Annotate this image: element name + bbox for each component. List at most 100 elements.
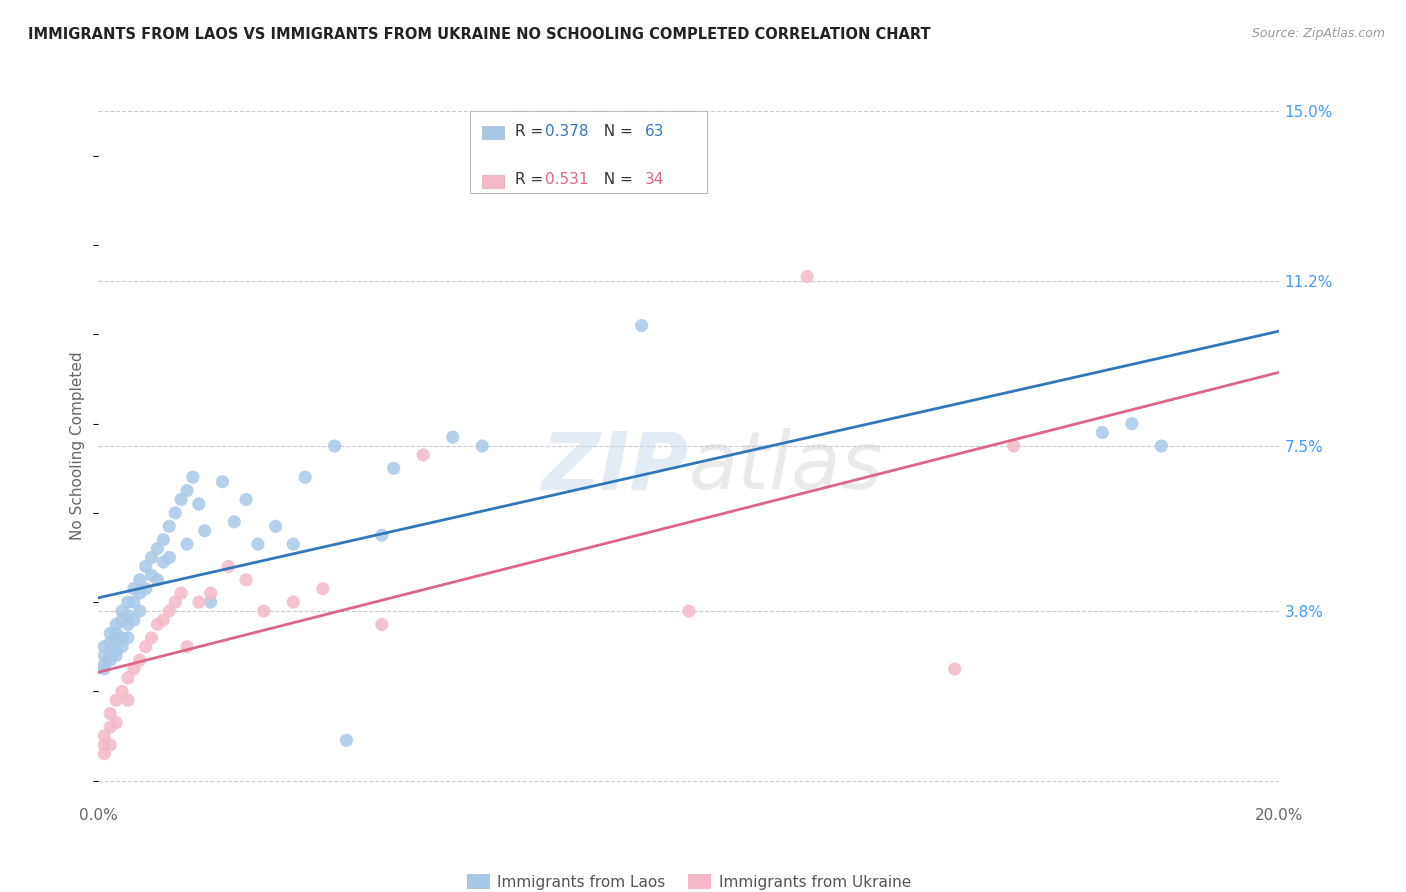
Point bbox=[235, 573, 257, 587]
Point bbox=[128, 586, 150, 600]
Point bbox=[117, 671, 139, 685]
Point bbox=[117, 693, 139, 707]
Point bbox=[98, 648, 121, 663]
Point bbox=[128, 573, 150, 587]
FancyBboxPatch shape bbox=[482, 175, 503, 187]
Point bbox=[105, 693, 128, 707]
Point bbox=[1121, 417, 1143, 431]
Point bbox=[382, 461, 405, 475]
Point bbox=[796, 269, 818, 284]
Point bbox=[157, 550, 180, 565]
Point bbox=[235, 492, 257, 507]
FancyBboxPatch shape bbox=[471, 111, 707, 193]
Point bbox=[170, 586, 193, 600]
Text: 0.378: 0.378 bbox=[546, 124, 588, 139]
Point bbox=[141, 631, 163, 645]
Point bbox=[122, 613, 145, 627]
Point bbox=[187, 497, 209, 511]
Point bbox=[283, 595, 305, 609]
Point bbox=[122, 595, 145, 609]
Point bbox=[943, 662, 966, 676]
Point bbox=[117, 595, 139, 609]
Point bbox=[200, 586, 222, 600]
Point bbox=[187, 595, 209, 609]
Legend: Immigrants from Laos, Immigrants from Ukraine: Immigrants from Laos, Immigrants from Uk… bbox=[461, 868, 917, 892]
Point bbox=[152, 613, 174, 627]
Point bbox=[246, 537, 269, 551]
Point bbox=[294, 470, 316, 484]
Point bbox=[1002, 439, 1025, 453]
Point bbox=[283, 537, 305, 551]
Text: N =: N = bbox=[595, 124, 638, 139]
Point bbox=[93, 738, 115, 752]
Point bbox=[105, 715, 128, 730]
Point bbox=[135, 582, 157, 596]
Point bbox=[176, 640, 198, 654]
Point bbox=[98, 644, 121, 658]
Point bbox=[157, 519, 180, 533]
Point bbox=[93, 657, 115, 672]
Point bbox=[264, 519, 287, 533]
Text: Source: ZipAtlas.com: Source: ZipAtlas.com bbox=[1251, 27, 1385, 40]
Point bbox=[335, 733, 357, 747]
Point bbox=[93, 662, 115, 676]
FancyBboxPatch shape bbox=[482, 127, 503, 139]
Point bbox=[217, 559, 239, 574]
Point bbox=[224, 515, 246, 529]
Point bbox=[1091, 425, 1114, 440]
Point bbox=[111, 684, 134, 698]
Point bbox=[98, 706, 121, 721]
Point bbox=[105, 648, 128, 663]
Point bbox=[678, 604, 700, 618]
Point bbox=[98, 720, 121, 734]
Point bbox=[117, 631, 139, 645]
Point bbox=[93, 648, 115, 663]
Point bbox=[128, 604, 150, 618]
Point bbox=[105, 626, 128, 640]
Point bbox=[141, 568, 163, 582]
Point bbox=[146, 617, 169, 632]
Point bbox=[111, 631, 134, 645]
Point bbox=[471, 439, 494, 453]
Point bbox=[117, 608, 139, 623]
Point bbox=[93, 747, 115, 761]
Point bbox=[170, 492, 193, 507]
Point bbox=[371, 617, 394, 632]
Point bbox=[98, 653, 121, 667]
Point bbox=[152, 555, 174, 569]
Point bbox=[111, 640, 134, 654]
Point bbox=[111, 604, 134, 618]
Text: 34: 34 bbox=[645, 172, 665, 187]
Text: 0.531: 0.531 bbox=[546, 172, 588, 187]
Point bbox=[371, 528, 394, 542]
Point bbox=[165, 506, 187, 520]
Point bbox=[152, 533, 174, 547]
Point bbox=[630, 318, 652, 333]
Point bbox=[117, 617, 139, 632]
Point bbox=[146, 541, 169, 556]
Text: R =: R = bbox=[516, 124, 548, 139]
Point bbox=[176, 483, 198, 498]
Point bbox=[1150, 439, 1173, 453]
Point bbox=[200, 595, 222, 609]
Point bbox=[122, 662, 145, 676]
Y-axis label: No Schooling Completed: No Schooling Completed bbox=[70, 351, 86, 541]
Point bbox=[253, 604, 276, 618]
Point bbox=[135, 640, 157, 654]
Text: atlas: atlas bbox=[689, 428, 884, 507]
Point bbox=[93, 729, 115, 743]
Point bbox=[105, 617, 128, 632]
Point bbox=[312, 582, 335, 596]
Point bbox=[157, 604, 180, 618]
Point bbox=[105, 644, 128, 658]
Point bbox=[98, 626, 121, 640]
Point bbox=[141, 550, 163, 565]
Text: 63: 63 bbox=[645, 124, 665, 139]
Point bbox=[194, 524, 217, 538]
Point bbox=[93, 640, 115, 654]
Text: ZIP: ZIP bbox=[541, 428, 689, 507]
Text: IMMIGRANTS FROM LAOS VS IMMIGRANTS FROM UKRAINE NO SCHOOLING COMPLETED CORRELATI: IMMIGRANTS FROM LAOS VS IMMIGRANTS FROM … bbox=[28, 27, 931, 42]
Point bbox=[441, 430, 464, 444]
Text: R =: R = bbox=[516, 172, 548, 187]
Point bbox=[323, 439, 346, 453]
